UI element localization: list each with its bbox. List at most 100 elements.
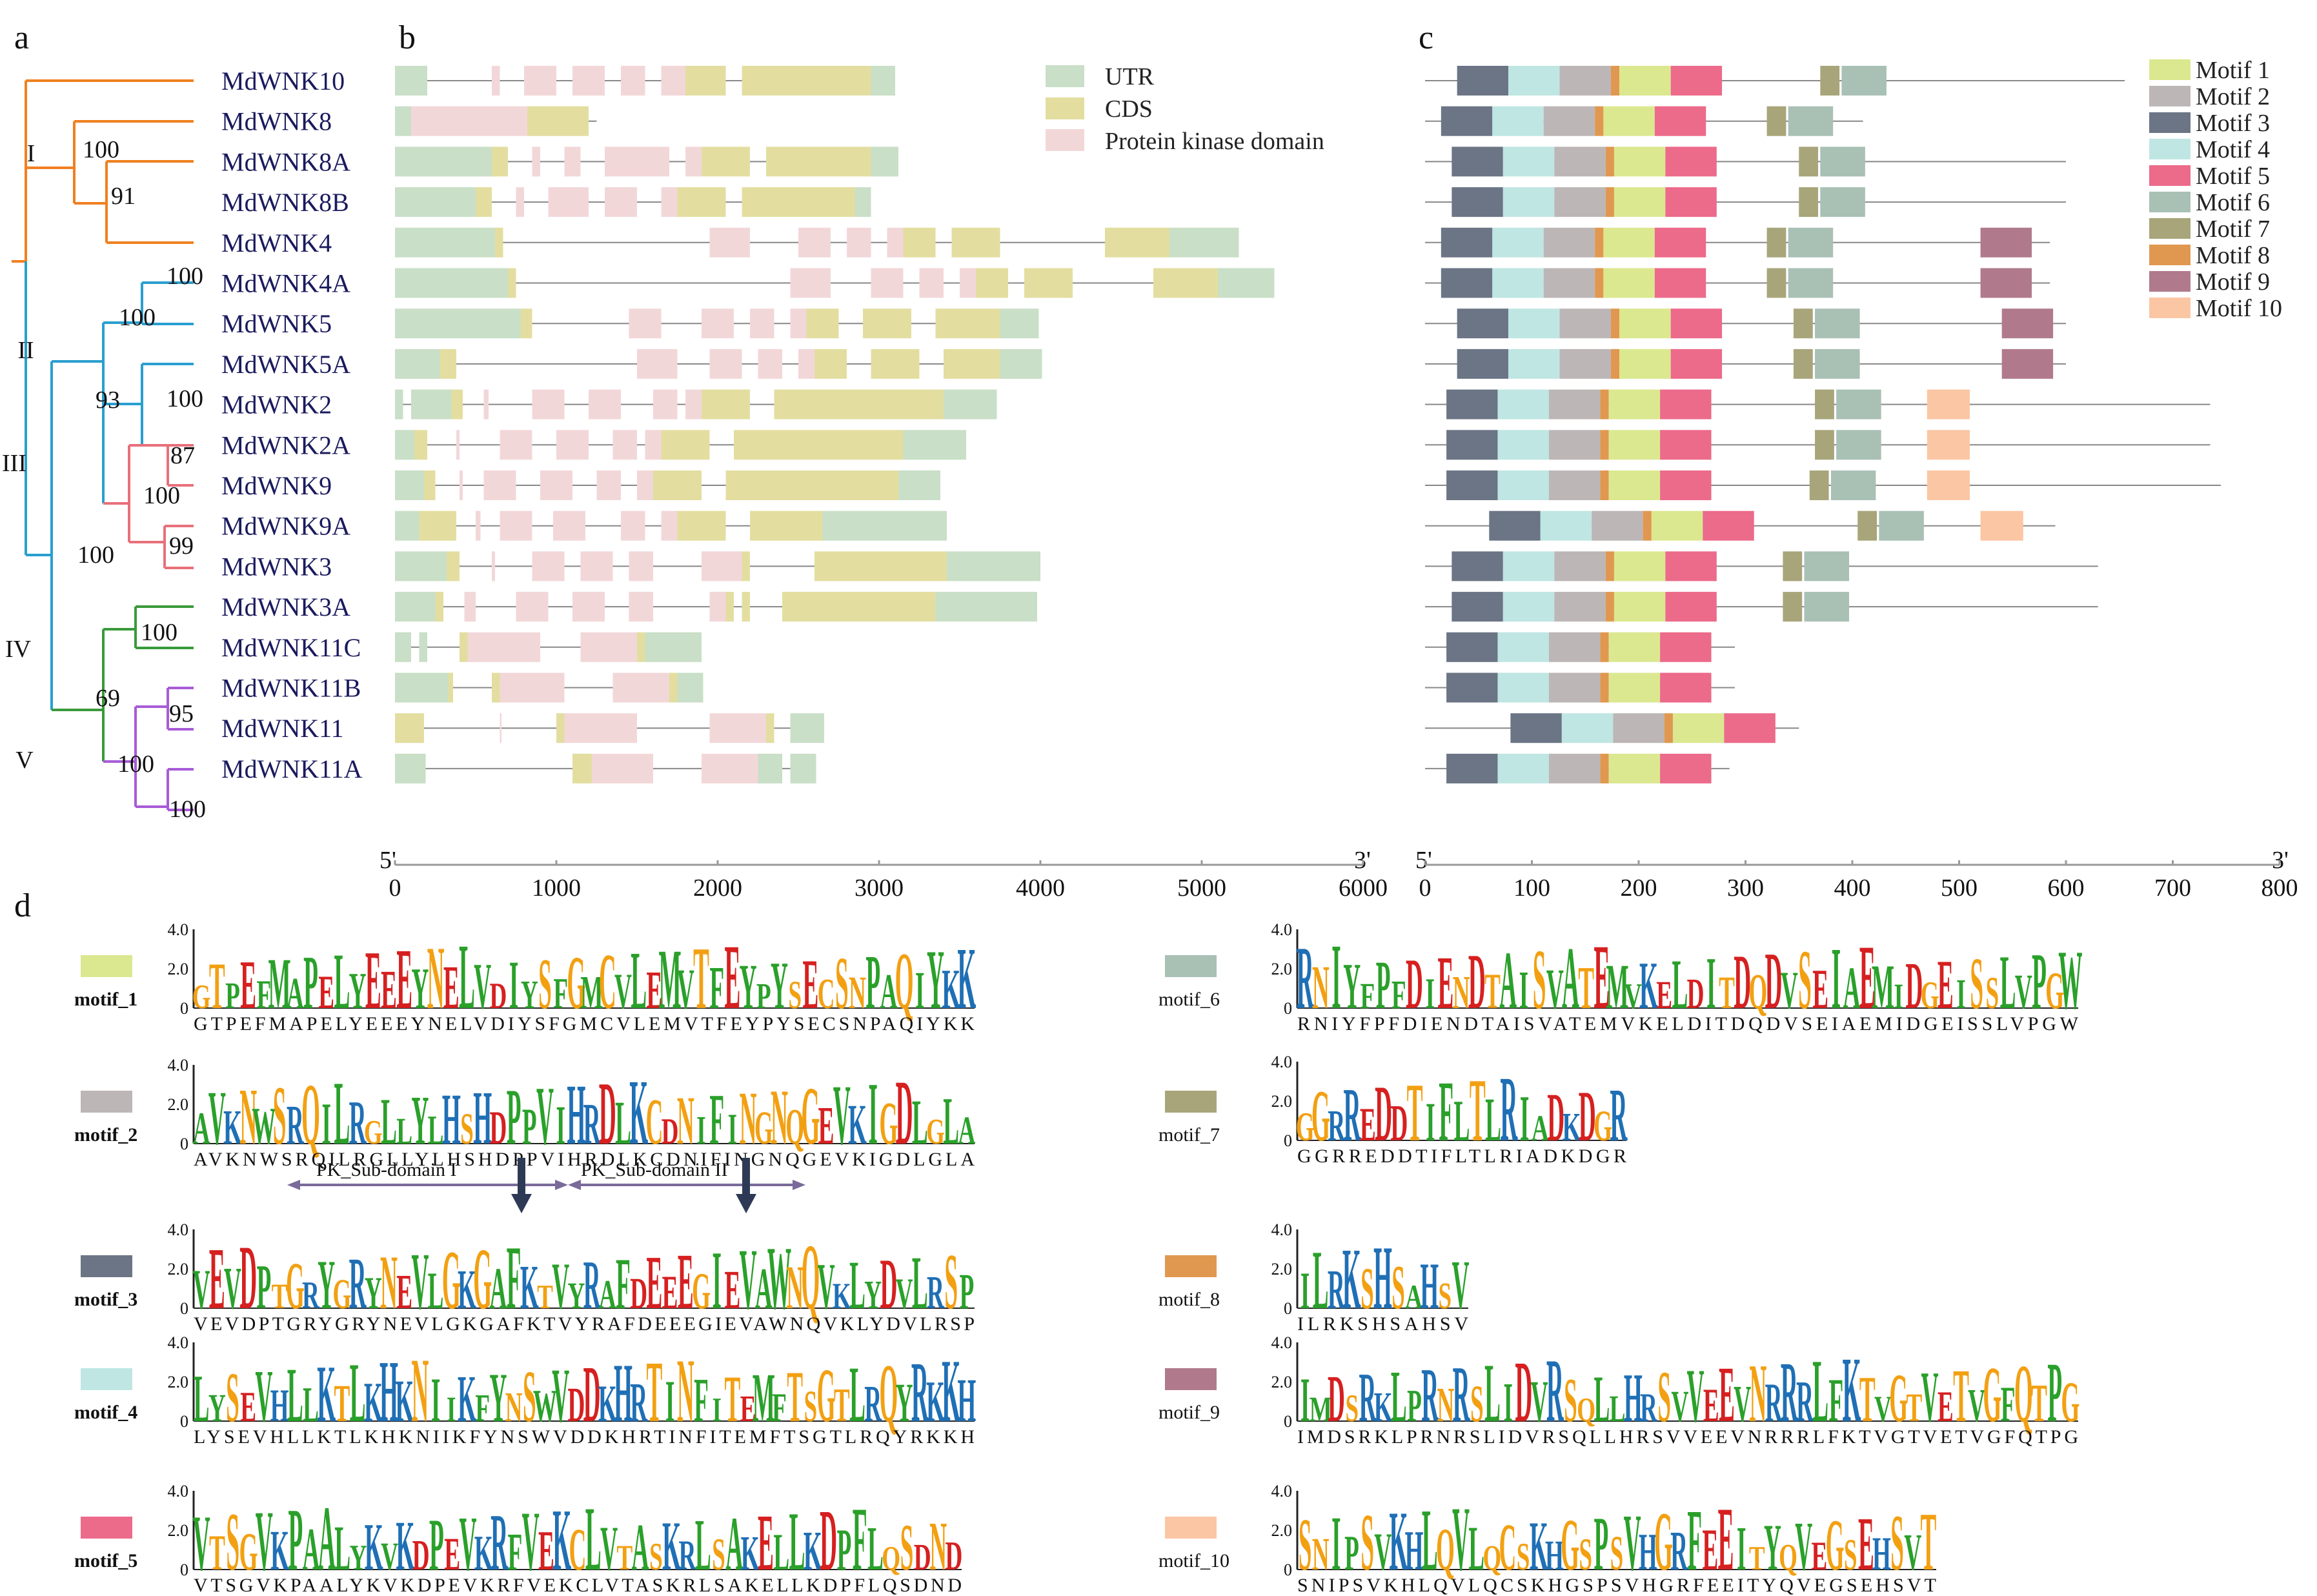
gene-utr-segment-mdwnk8a-1: [395, 146, 492, 177]
motif-9-logo-letter: V: [1968, 1379, 1985, 1431]
gene-pk-segment-mdwnk3a-6: [629, 592, 653, 622]
gene-cds-segment-mdwnk2a-8: [661, 430, 710, 460]
motif-5-box-mdwnk9a: [1703, 510, 1754, 541]
gene-pk-segment-mdwnk3-6: [629, 551, 653, 581]
motif-5-ytick-2: 0: [180, 1561, 188, 1579]
gene-pk-segment-mdwnk11b-4: [500, 672, 565, 703]
motif-5-logo-letter: E: [444, 1529, 460, 1580]
pk-subdomain-annotations: PK_Sub-domain I PK_Sub-domain II: [287, 1158, 805, 1213]
motif-9-logo-letter: L: [1484, 1346, 1501, 1440]
motif-4-logo-letter: Y: [489, 1358, 507, 1437]
motif-6-logo-letter: G: [2045, 962, 2064, 1020]
motif-1-label: motif_1: [74, 989, 137, 1010]
motif-1-box-mdwnk3a: [1614, 592, 1666, 622]
gene-pk-segment-mdwnk8a-3: [532, 146, 540, 177]
logo-motif-6: motif_64.02.00 RN I Y F P F D I ENDTA I S VAT EMVKE LD…: [1158, 920, 2083, 1035]
motif-8-logo-letter: S: [1391, 1252, 1405, 1322]
motif-6-logo-letter: M: [1606, 952, 1629, 1023]
motif-2-box-mdwnk9: [1548, 470, 1601, 500]
gene-label-mdwnk9: MdWNK9: [221, 471, 332, 500]
motif-7-logo-letter: E: [1360, 1097, 1376, 1151]
motif-2-logo-letter: K: [223, 1100, 242, 1155]
motif-axis-tick-label-400: 400: [1834, 874, 1871, 902]
motif-3-box-mdwnk2: [1446, 389, 1498, 419]
motif-10-logo-letter: H: [1405, 1519, 1424, 1582]
motif-4-logo-letter: M: [753, 1360, 775, 1437]
motif-5-logo-letter: S: [649, 1535, 663, 1578]
gene-pk-segment-mdwnk2-7: [653, 389, 678, 419]
motif-2-logo-letter: D: [599, 1064, 616, 1164]
gene-cds-segment-mdwnk2-10: [774, 389, 944, 419]
motif-3-logo-letter: L: [849, 1248, 865, 1324]
motif-1-logo-letter: F: [553, 969, 568, 1018]
gene-cds-segment-mdwnk5-7: [806, 308, 839, 339]
motif-1-logo-letter: E: [365, 933, 381, 1026]
gene-axis-tick-label-3000: 3000: [855, 874, 904, 902]
motif-9-logo-letter: R: [1546, 1341, 1564, 1442]
motif-4-logo-letter: E: [240, 1383, 256, 1431]
tree-bootstrap-6: 93: [96, 387, 120, 414]
gene-utr-segment-mdwnk11c-7: [645, 632, 702, 662]
gene-pk-segment-mdwnk10-3: [524, 66, 556, 96]
pk-subdomain-1-left-head: [287, 1180, 300, 1190]
gene-cds-segment-mdwnk4-8: [951, 227, 1000, 258]
motif-1-box-mdwnk4: [1603, 227, 1655, 258]
motif-2-logo-letter: P: [522, 1098, 537, 1155]
motif-1-logo-letter: Y: [771, 949, 788, 1024]
motif-8-box-mdwnk3: [1605, 551, 1614, 581]
motif-1-logo-letter: L: [631, 935, 647, 1026]
motif-3-logo-letter: Q: [801, 1224, 820, 1329]
motif-7-ytick-1: 2.0: [1271, 1092, 1293, 1111]
tree-group-label-2: II: [17, 337, 34, 364]
gene-utr-segment-mdwnk4a-1: [395, 268, 508, 298]
motif-legend-label-7: Motif 7: [2196, 216, 2270, 243]
motif-3-box-mdwnk5a: [1457, 348, 1509, 379]
motif-6-box-mdwnk9: [1830, 470, 1876, 500]
motif-2-logo-letter: K: [848, 1092, 867, 1156]
motif-3-logo-letter: D: [880, 1245, 897, 1324]
motif-2-logo-letter: N: [771, 1073, 788, 1161]
motif-5-logo-letter: D: [820, 1491, 837, 1589]
motif-5-box-mdwnk8a: [1665, 146, 1717, 177]
gene-pk-segment-mdwnk3-5: [580, 551, 613, 581]
motif-3-box-mdwnk9: [1446, 470, 1498, 500]
gene-pk-segment-mdwnk2-4: [483, 389, 489, 419]
gene-pk-segment-mdwnk2-6: [589, 389, 621, 419]
motif-6-logo-letter: V: [1781, 961, 1798, 1020]
motif-3-logo-letter: N: [380, 1240, 398, 1326]
motif-1-logo-letter: Y: [740, 952, 757, 1023]
motif-5-logo-letter: R: [491, 1498, 509, 1588]
motif-legend-swatch-2: [2149, 86, 2191, 106]
motif-9-box-mdwnk4: [1980, 227, 2032, 258]
motif-2-box-mdwnk11a: [1548, 753, 1601, 783]
motif-1-logo-letter: Y: [411, 956, 429, 1021]
motif-9-logo-letter: R: [1781, 1344, 1799, 1440]
motif-1-logo-letter: A: [880, 964, 897, 1019]
motif-1-logo-letter: F: [709, 954, 724, 1022]
motif-3-logo-letter: T: [537, 1277, 553, 1315]
gene-utr-segment-mdwnk5a-10: [1000, 348, 1042, 379]
motif-2-logo-letter: L: [615, 1088, 631, 1157]
motif-5-logo-letter: D: [412, 1531, 430, 1579]
motif-4-logo-letter: R: [630, 1373, 647, 1434]
motif-7-logo-letter: T: [1470, 1061, 1486, 1160]
gene-cds-segment-mdwnk11a-2: [572, 753, 581, 783]
motif-3-logo-letter: T: [272, 1277, 288, 1317]
motif-7-box-mdwnk4: [1766, 227, 1786, 258]
motif-1-logo-letter: C: [599, 937, 616, 1025]
motif-6-logo-letter: Q: [1748, 964, 1767, 1019]
motif-4-logo-letter: N: [677, 1341, 694, 1442]
motif-1-logo-letter: L: [459, 924, 475, 1029]
motif-8-logo-letter: A: [1405, 1277, 1422, 1315]
tree-bootstrap-15: 100: [169, 796, 206, 823]
legend-swatch-pk: [1046, 129, 1084, 151]
gene-cds-segment-mdwnk11-1: [395, 713, 424, 743]
motif-4-logo-letter: F: [772, 1385, 787, 1431]
motif-6-logo-letter: I: [1706, 941, 1715, 1024]
motif-legend-swatch-10: [2149, 298, 2191, 318]
motif-9-logo-letter: V: [1671, 1382, 1688, 1431]
panel-letter-a: a: [14, 19, 29, 56]
pk-subdomain-2-right-head: [793, 1180, 805, 1190]
motif-6-logo-letter: G: [1921, 974, 1939, 1016]
